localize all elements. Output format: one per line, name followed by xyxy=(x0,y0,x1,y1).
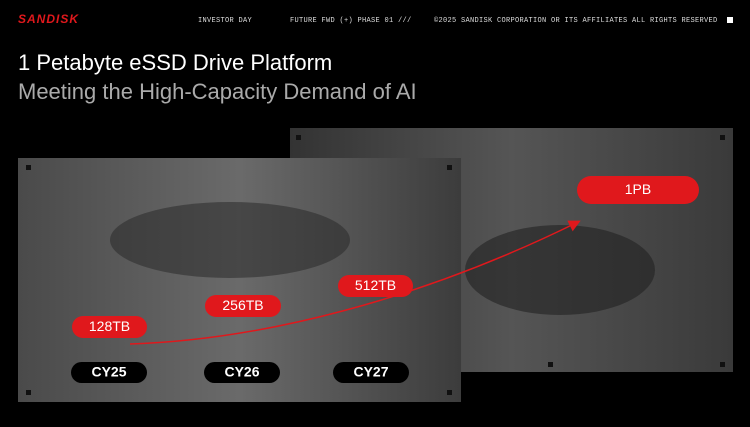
cheetah-silhouette xyxy=(465,225,655,315)
header-square xyxy=(727,17,733,23)
growth-arrow xyxy=(129,220,581,345)
capacity-label: 256TB xyxy=(222,297,263,313)
theme: FUTURE FWD (+) PHASE 01 /// xyxy=(290,17,412,25)
capacity-label: 1PB xyxy=(625,181,651,197)
capacity-pill xyxy=(72,316,147,338)
capacity-pill xyxy=(205,295,281,317)
year-label: CY27 xyxy=(353,364,388,380)
year-pill xyxy=(71,362,147,383)
cheetah-silhouette xyxy=(110,202,350,278)
subtitle: Meeting the High-Capacity Demand of AI xyxy=(18,79,417,104)
logo: SANDISK xyxy=(18,12,79,26)
year-pill xyxy=(204,362,280,383)
capacity-label: 128TB xyxy=(89,318,130,334)
title: 1 Petabyte eSSD Drive Platform xyxy=(18,50,332,75)
year-pill xyxy=(333,362,409,383)
event: INVESTOR DAY xyxy=(198,17,253,25)
copyright: ©2025 SANDISK CORPORATION OR ITS AFFILIA… xyxy=(434,16,718,25)
year-label: CY26 xyxy=(224,364,259,380)
capacity-pill xyxy=(577,176,699,204)
capacity-pill xyxy=(338,275,413,297)
capacity-label: 512TB xyxy=(355,277,396,293)
corner-marks xyxy=(26,135,725,395)
year-label: CY25 xyxy=(91,364,126,380)
